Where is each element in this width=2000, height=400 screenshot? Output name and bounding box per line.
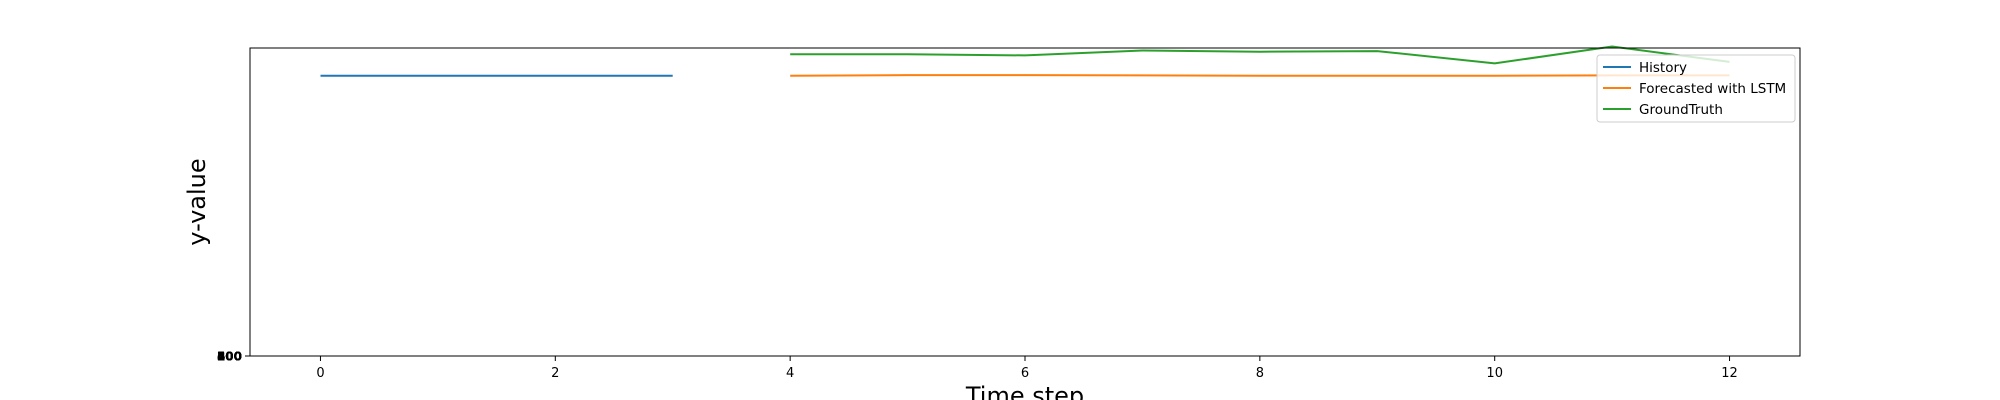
x-tick-label: 6	[1021, 366, 1029, 381]
x-tick-label: 10	[1486, 366, 1503, 381]
x-tick-label: 4	[786, 366, 794, 381]
x-tick-label: 8	[1256, 366, 1264, 381]
legend: History Forecasted with LSTM GroundTruth	[1596, 54, 1796, 123]
y-tick-label: 200	[217, 350, 242, 364]
series-layer	[320, 45, 1730, 77]
series-line-2	[790, 45, 1730, 65]
y-tick-label: 500	[217, 350, 242, 364]
x-tick-label: 0	[316, 366, 324, 381]
legend-label-1: Forecasted with LSTM	[1639, 81, 1786, 97]
legend-label-0: History	[1639, 60, 1687, 76]
x-tick-label: 2	[551, 366, 559, 381]
y-tick-label: 400	[217, 350, 242, 364]
x-tick-label: 12	[1721, 366, 1738, 381]
y-axis-title: y-value	[183, 158, 211, 245]
y-tick-label: 300	[217, 350, 242, 364]
y-tick-label: 100	[217, 350, 242, 364]
legend-label-2: GroundTruth	[1639, 102, 1723, 118]
x-axis-title: Time step	[965, 382, 1084, 400]
y-tick-label: 600	[217, 350, 242, 364]
plot-frame	[249, 47, 1801, 357]
x-axis-ticks: 0 2 4 6 8 10 12	[316, 356, 1738, 381]
series-line-1	[790, 74, 1730, 77]
legend-box	[1596, 54, 1796, 123]
